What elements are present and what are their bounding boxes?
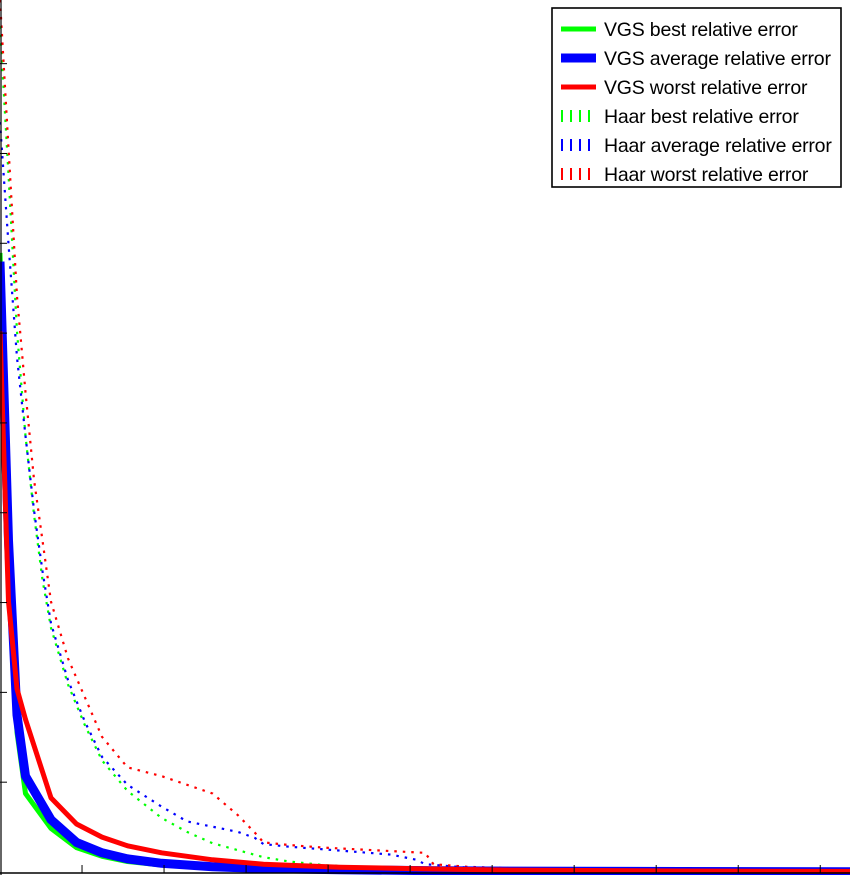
legend-label-haar-best-relative-error: Haar best relative error xyxy=(604,106,799,128)
legend: VGS best relative error VGS average relat… xyxy=(551,7,842,188)
legend-label-haar-worst-relative-error: Haar worst relative error xyxy=(604,164,809,186)
series-line-vgs-average-relative-error xyxy=(0,261,850,877)
legend-label-vgs-best-relative-error: VGS best relative error xyxy=(604,19,798,41)
series-line-haar-average-relative-error xyxy=(0,122,850,873)
series-line-haar-best-relative-error xyxy=(0,26,850,873)
series-line-vgs-best-relative-error xyxy=(0,252,850,875)
legend-label-vgs-worst-relative-error: VGS worst relative error xyxy=(604,77,808,99)
legend-box xyxy=(551,7,842,188)
series-line-vgs-worst-relative-error xyxy=(0,331,850,874)
legend-label-haar-average-relative-error: Haar average relative error xyxy=(604,135,832,157)
legend-label-vgs-average-relative-error: VGS average relative error xyxy=(604,48,831,70)
